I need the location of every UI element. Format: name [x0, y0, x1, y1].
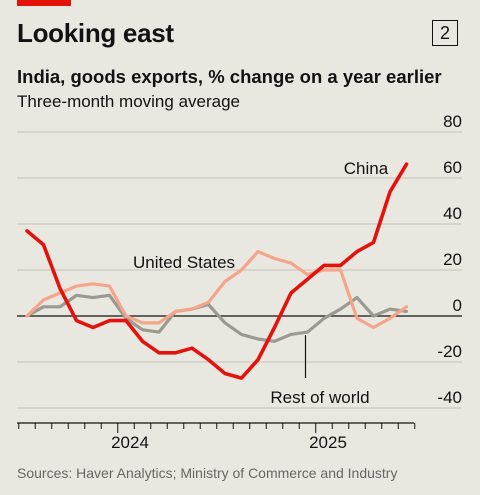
- x-tick-label: 2024: [111, 433, 149, 452]
- y-tick-label: -20: [437, 342, 462, 361]
- label-united-states: United States: [133, 253, 235, 272]
- y-tick-label: 60: [443, 158, 462, 177]
- y-axis-ticks: 80 60 40 20 0 -20 -40: [437, 112, 462, 407]
- series-line-united-states: [25, 250, 409, 330]
- series-lines: [25, 162, 409, 380]
- series-line-china: [25, 162, 409, 380]
- x-axis: 2024 2025: [17, 422, 416, 452]
- gridlines: [17, 131, 462, 409]
- y-tick-label: 20: [443, 250, 462, 269]
- brand-accent-bar: [17, 0, 71, 6]
- series-line-rest-of-world: [25, 293, 409, 343]
- chart-subtitle: Three-month moving average: [17, 92, 241, 111]
- label-china: China: [344, 159, 389, 178]
- headline: Looking east: [17, 18, 174, 48]
- label-rest-of-world: Rest of world: [270, 388, 369, 407]
- annotations: China United States Rest of world: [133, 159, 389, 407]
- x-tick-label: 2025: [309, 433, 347, 452]
- chart-number-badge: 2: [432, 20, 458, 46]
- chart-title: India, goods exports, % change on a year…: [17, 66, 442, 87]
- y-tick-label: 80: [443, 112, 462, 131]
- y-tick-label: 0: [453, 296, 462, 315]
- y-tick-label: 40: [443, 204, 462, 223]
- y-tick-label: -40: [437, 388, 462, 407]
- source-note: Sources: Haver Analytics; Ministry of Co…: [17, 465, 398, 481]
